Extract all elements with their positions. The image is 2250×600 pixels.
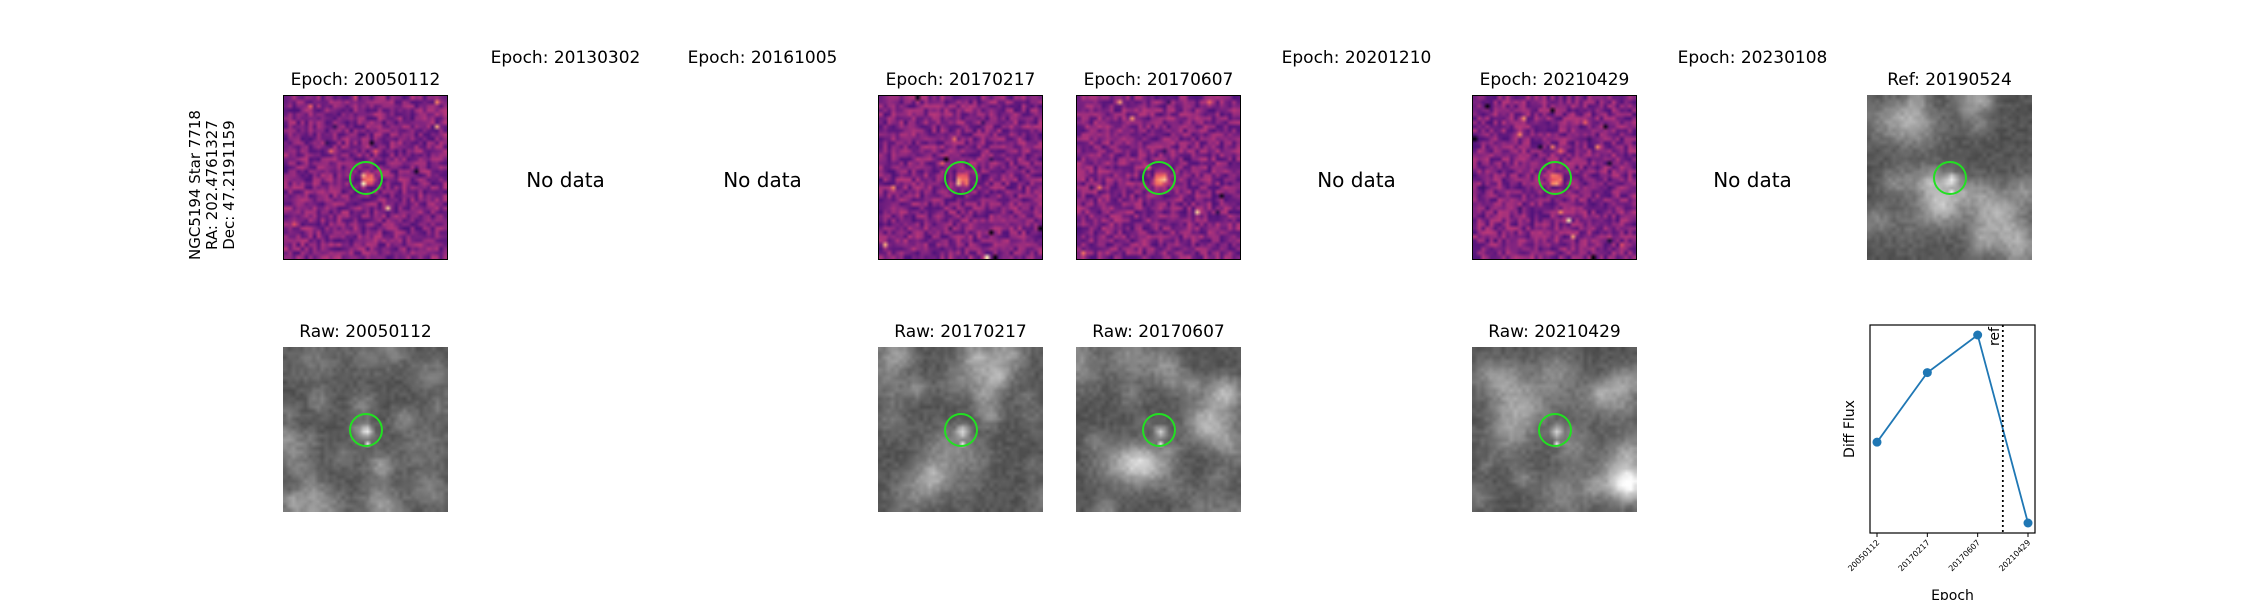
aperture-circle <box>943 412 978 447</box>
ref-panel-title: Ref: 20190524 <box>1887 70 2012 90</box>
no-data-label: No data <box>1317 167 1396 192</box>
aperture-circle <box>348 412 383 447</box>
data-point <box>2023 518 2033 528</box>
x-tick-label: 20170217 <box>1897 538 1932 573</box>
raw-panel-title: Raw: 20170217 <box>894 322 1027 342</box>
diff-cutout <box>1472 95 1637 260</box>
diff-panel-title: Epoch: 20161005 <box>687 48 838 68</box>
raw-panel-title: Raw: 20050112 <box>299 322 432 342</box>
diff-panel-title: Epoch: 20050112 <box>290 70 441 90</box>
diff-cutout <box>878 95 1043 260</box>
x-tick-label: 20050112 <box>1846 538 1881 573</box>
diff-panel-title: Epoch: 20170607 <box>1083 70 1234 90</box>
aperture-circle <box>348 160 383 195</box>
aperture-circle <box>1141 412 1176 447</box>
diff-cutout <box>1076 95 1241 260</box>
series-line <box>1876 333 2029 524</box>
aperture-circle <box>1932 160 1967 195</box>
star-dec: Dec: 47.2191159 <box>219 120 238 250</box>
no-data-label: No data <box>1713 167 1792 192</box>
lightcurve-chart: ref 20050112 20170217 20170607 20210429 Epoch… <box>1842 324 2036 600</box>
raw-cutout <box>283 347 448 512</box>
aperture-circle <box>1537 160 1572 195</box>
diff-panel-title: Epoch: 20230108 <box>1677 48 1828 68</box>
ref-cutout <box>1867 95 2032 260</box>
data-point <box>1872 437 1882 447</box>
x-axis-label: Epoch <box>1931 588 1974 600</box>
aperture-circle <box>1537 412 1572 447</box>
diff-panel-title: Epoch: 20210429 <box>1479 70 1630 90</box>
raw-panel-title: Raw: 20170607 <box>1092 322 1225 342</box>
data-point <box>1922 368 1932 378</box>
star-ra: RA: 202.4761327 <box>202 120 221 250</box>
star-name: NGC5194 Star 7718 <box>185 110 204 260</box>
plot-frame <box>1869 324 2036 534</box>
x-tick-label: 20170607 <box>1947 538 1982 573</box>
diff-panel-title: Epoch: 20130302 <box>490 48 641 68</box>
x-tick-label: 20210429 <box>1997 538 2032 573</box>
no-data-label: No data <box>723 167 802 192</box>
diff-cutout <box>283 95 448 260</box>
aperture-circle <box>943 160 978 195</box>
y-axis-label: Diff Flux <box>1842 400 1858 458</box>
ref-label: ref <box>1987 326 2003 346</box>
no-data-label: No data <box>526 167 605 192</box>
raw-cutout <box>878 347 1043 512</box>
raw-cutout <box>1076 347 1241 512</box>
raw-panel-title: Raw: 20210429 <box>1488 322 1621 342</box>
aperture-circle <box>1141 160 1176 195</box>
diff-panel-title: Epoch: 20170217 <box>885 70 1036 90</box>
raw-cutout <box>1472 347 1637 512</box>
diff-panel-title: Epoch: 20201210 <box>1281 48 1432 68</box>
data-point <box>1973 330 1983 340</box>
